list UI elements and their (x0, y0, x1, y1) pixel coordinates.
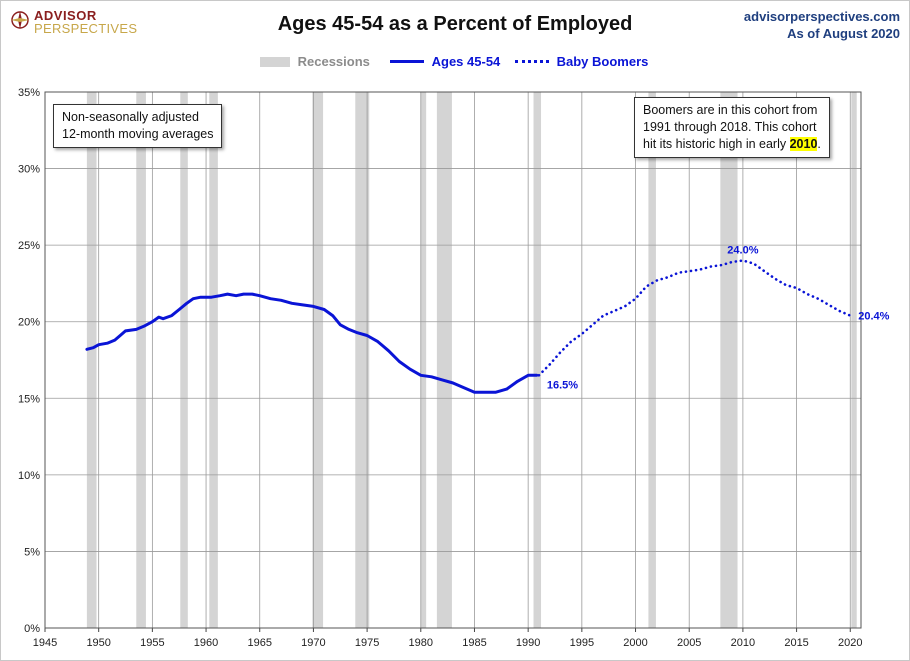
data-label: 20.4% (858, 311, 889, 323)
x-tick-label: 1950 (86, 637, 110, 649)
recession-band (355, 92, 370, 628)
series-line-baby-boomers (537, 259, 852, 377)
x-tick-label: 1990 (516, 637, 540, 649)
chart-title: Ages 45-54 as a Percent of Employed (277, 13, 633, 35)
x-tick-label: 1945 (33, 637, 57, 649)
x-tick-label: 1975 (355, 637, 379, 649)
x-tick-label: 1985 (462, 637, 486, 649)
legend-swatch-ages (390, 60, 424, 64)
x-tick-label: 2000 (623, 637, 647, 649)
site-url: advisorperspectives.com (743, 9, 900, 24)
recession-band (209, 92, 218, 628)
recession-band (312, 92, 324, 628)
y-tick-label: 0% (24, 623, 40, 635)
y-tick-label: 20% (18, 317, 40, 329)
compass-icon (11, 11, 29, 29)
legend-swatch-recessions (260, 56, 290, 67)
legend-item-boomers: Baby Boomers (515, 53, 648, 69)
legend-item-ages: Ages 45-54 (390, 53, 500, 69)
legend-swatch-boomers (515, 60, 549, 64)
note-boomers: Boomers are in this cohort from 1991 thr… (634, 97, 830, 158)
data-label: 24.0% (727, 244, 758, 256)
note-boomers-line3: hit its historic high in early 2010. (643, 136, 821, 153)
recession-band (648, 92, 656, 628)
recession-band (180, 92, 188, 628)
x-tick-label: 2020 (838, 637, 862, 649)
note-boomers-line1: Boomers are in this cohort from (643, 103, 818, 117)
y-tick-label: 25% (18, 240, 40, 252)
x-tick-label: 2010 (731, 637, 755, 649)
note-boomers-highlight-year: 2010 (789, 137, 818, 151)
y-tick-label: 5% (24, 546, 40, 558)
source-block: advisorperspectives.com As of August 202… (744, 8, 900, 42)
series-line-ages-45-54 (85, 292, 539, 394)
x-tick-label: 2015 (784, 637, 808, 649)
legend-label-ages: Ages 45-54 (431, 54, 501, 70)
x-tick-label: 1995 (570, 637, 594, 649)
recession-band (720, 92, 738, 628)
y-tick-label: 30% (18, 164, 40, 176)
recession-band (436, 92, 452, 628)
recession-band (851, 92, 857, 628)
note-boomers-line3-suffix: . (817, 137, 821, 151)
note-boomers-line2: 1991 through 2018. This cohort (643, 120, 817, 134)
note-methodology-line2: 12-month moving averages (62, 127, 214, 141)
recession-band (86, 92, 97, 628)
note-methodology: Non-seasonally adjusted 12-month moving … (53, 104, 223, 148)
y-tick-label: 35% (18, 87, 40, 99)
y-tick-label: 10% (18, 470, 40, 482)
x-tick-label: 1980 (409, 637, 433, 649)
data-label: 16.5% (547, 379, 578, 391)
x-tick-label: 1965 (247, 637, 271, 649)
brand-line1: ADVISOR (34, 8, 97, 23)
brand-logo: ADVISOR PERSPECTIVES (10, 8, 140, 36)
legend-item-recessions: Recessions (260, 53, 370, 69)
x-tick-label: 1955 (140, 637, 164, 649)
brand-line2: PERSPECTIVES (34, 21, 138, 36)
recession-band (420, 92, 427, 628)
x-tick-label: 1970 (301, 637, 325, 649)
legend-label-boomers: Baby Boomers (556, 54, 649, 70)
legend-label-recessions: Recessions (297, 54, 370, 70)
recession-band (136, 92, 146, 628)
x-tick-label: 2005 (677, 637, 701, 649)
y-tick-label: 15% (18, 393, 40, 405)
note-boomers-line3-prefix: hit its historic high in early (643, 137, 790, 151)
as-of-date: As of August 2020 (787, 26, 900, 41)
x-tick-label: 1960 (194, 637, 218, 649)
plot-area-border (44, 91, 862, 629)
note-methodology-line1: Non-seasonally adjusted (62, 110, 199, 124)
recession-band (533, 92, 542, 628)
